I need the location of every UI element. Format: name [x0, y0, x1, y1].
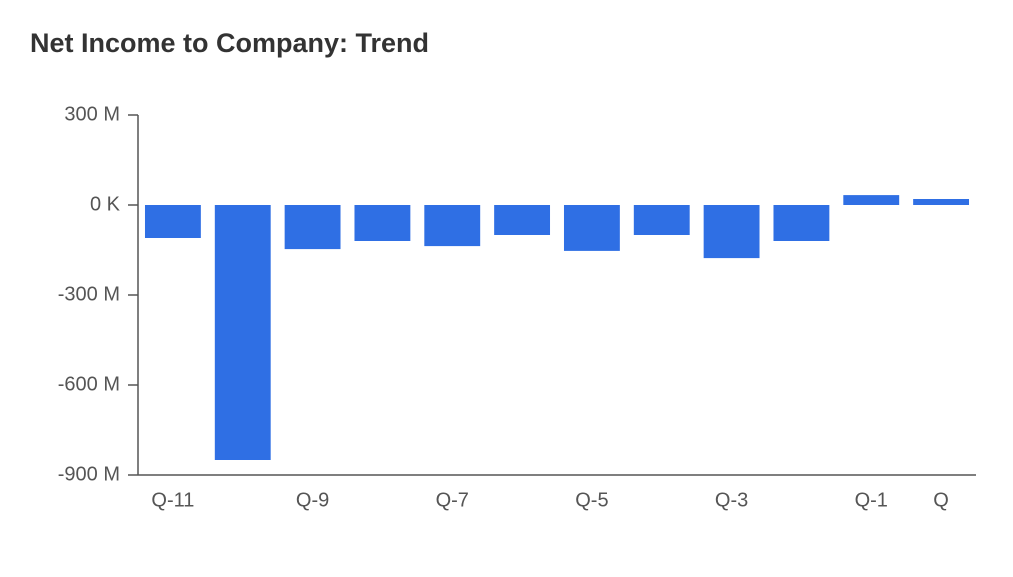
x-tick-label: Q-7 — [436, 489, 469, 511]
bar — [144, 205, 201, 238]
bar — [633, 205, 690, 235]
y-tick-label: 300 M — [64, 103, 120, 125]
x-tick-label: Q-9 — [296, 489, 329, 511]
bar — [913, 199, 970, 205]
bar — [773, 205, 830, 241]
chart-title: Net Income to Company: Trend — [30, 28, 429, 58]
x-tick-label: Q — [933, 489, 949, 511]
bar — [843, 195, 900, 205]
x-tick-label: Q-3 — [715, 489, 748, 511]
y-tick-label: -900 M — [58, 463, 120, 485]
y-tick-label: -600 M — [58, 373, 120, 395]
bar — [494, 205, 551, 235]
bar — [424, 205, 481, 247]
bar — [703, 205, 760, 259]
x-tick-label: Q-5 — [575, 489, 608, 511]
y-tick-label: 0 K — [90, 193, 121, 215]
x-tick-label: Q-11 — [151, 489, 194, 511]
bar — [354, 205, 411, 241]
bar — [284, 205, 341, 250]
bar — [214, 205, 271, 460]
x-tick-label: Q-1 — [855, 489, 888, 511]
y-tick-label: -300 M — [58, 283, 120, 305]
bar — [563, 205, 620, 251]
